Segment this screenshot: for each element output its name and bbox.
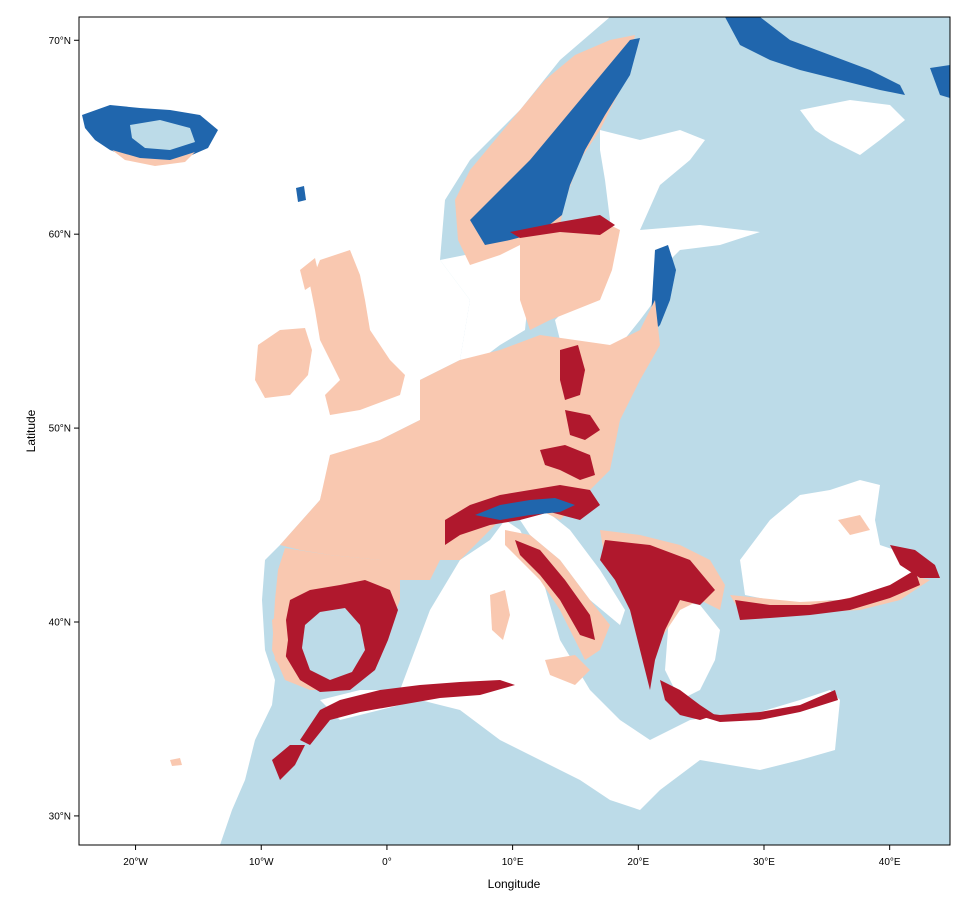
- south-sweden-red-band: [510, 215, 615, 238]
- balkans-red: [600, 540, 715, 690]
- map-panel: [79, 17, 950, 845]
- scandinavia-mountains: [470, 38, 640, 245]
- x-tick-label: 20°W: [123, 857, 148, 868]
- north-africa-red: [300, 680, 515, 745]
- aegean-sea: [665, 600, 720, 700]
- faroe-islands: [296, 186, 306, 202]
- x-tick-label: 10°E: [502, 857, 524, 868]
- y-tick-label: 30°N: [49, 811, 71, 822]
- atlantic-ocean: [79, 17, 610, 845]
- iceland-south-coast: [112, 150, 195, 166]
- x-axis: 20°W 10°W 0° 10°E 20°E 30°E 40°E: [123, 845, 901, 868]
- poland-red: [560, 345, 585, 400]
- morocco-atlantic-red: [272, 745, 305, 780]
- sardinia: [490, 590, 510, 640]
- carpathians-red: [540, 445, 595, 480]
- baltic-sea: [555, 130, 760, 345]
- north-sea: [440, 240, 530, 360]
- ireland: [255, 328, 312, 398]
- black-sea: [740, 480, 920, 605]
- x-tick-label: 0°: [382, 857, 392, 868]
- y-tick-label: 50°N: [49, 424, 71, 435]
- mediterranean-sea: [320, 520, 840, 810]
- caucasus-red: [890, 545, 940, 578]
- hebrides: [300, 258, 320, 290]
- anatolia-coast: [730, 575, 930, 614]
- x-tick-label: 10°W: [249, 857, 274, 868]
- canary-islands: [170, 758, 182, 766]
- alps-blue: [475, 498, 575, 520]
- apennines-red: [515, 540, 595, 640]
- y-tick-label: 40°N: [49, 618, 71, 629]
- anatolia-south-red: [680, 690, 838, 722]
- iceland-interior: [130, 120, 195, 150]
- crimea: [838, 515, 870, 535]
- south-sweden: [520, 220, 620, 330]
- czech-red: [565, 410, 600, 440]
- y-axis: 30°N 40°N 50°N 60°N 70°N: [49, 36, 79, 822]
- portugal-coast: [272, 610, 288, 670]
- x-tick-label: 40°E: [879, 857, 901, 868]
- y-tick-label: 70°N: [49, 36, 71, 47]
- plot-frame: [78, 16, 951, 846]
- sicily: [545, 655, 590, 685]
- y-axis-title: Latitude: [24, 409, 38, 452]
- y-tick-label: 60°N: [49, 230, 71, 241]
- northern-fennoscandia: [725, 17, 905, 95]
- x-tick-label: 30°E: [753, 857, 775, 868]
- x-tick-label: 20°E: [627, 857, 649, 868]
- adriatic-sea: [520, 510, 625, 625]
- great-britain: [310, 250, 405, 415]
- x-axis-title: Longitude: [488, 877, 541, 891]
- anatolia-red: [735, 570, 920, 620]
- kola-east: [930, 65, 950, 98]
- iberia-meseta: [302, 608, 365, 680]
- finland-coast: [650, 245, 676, 335]
- white-sea: [800, 100, 905, 155]
- greece-red: [660, 680, 715, 720]
